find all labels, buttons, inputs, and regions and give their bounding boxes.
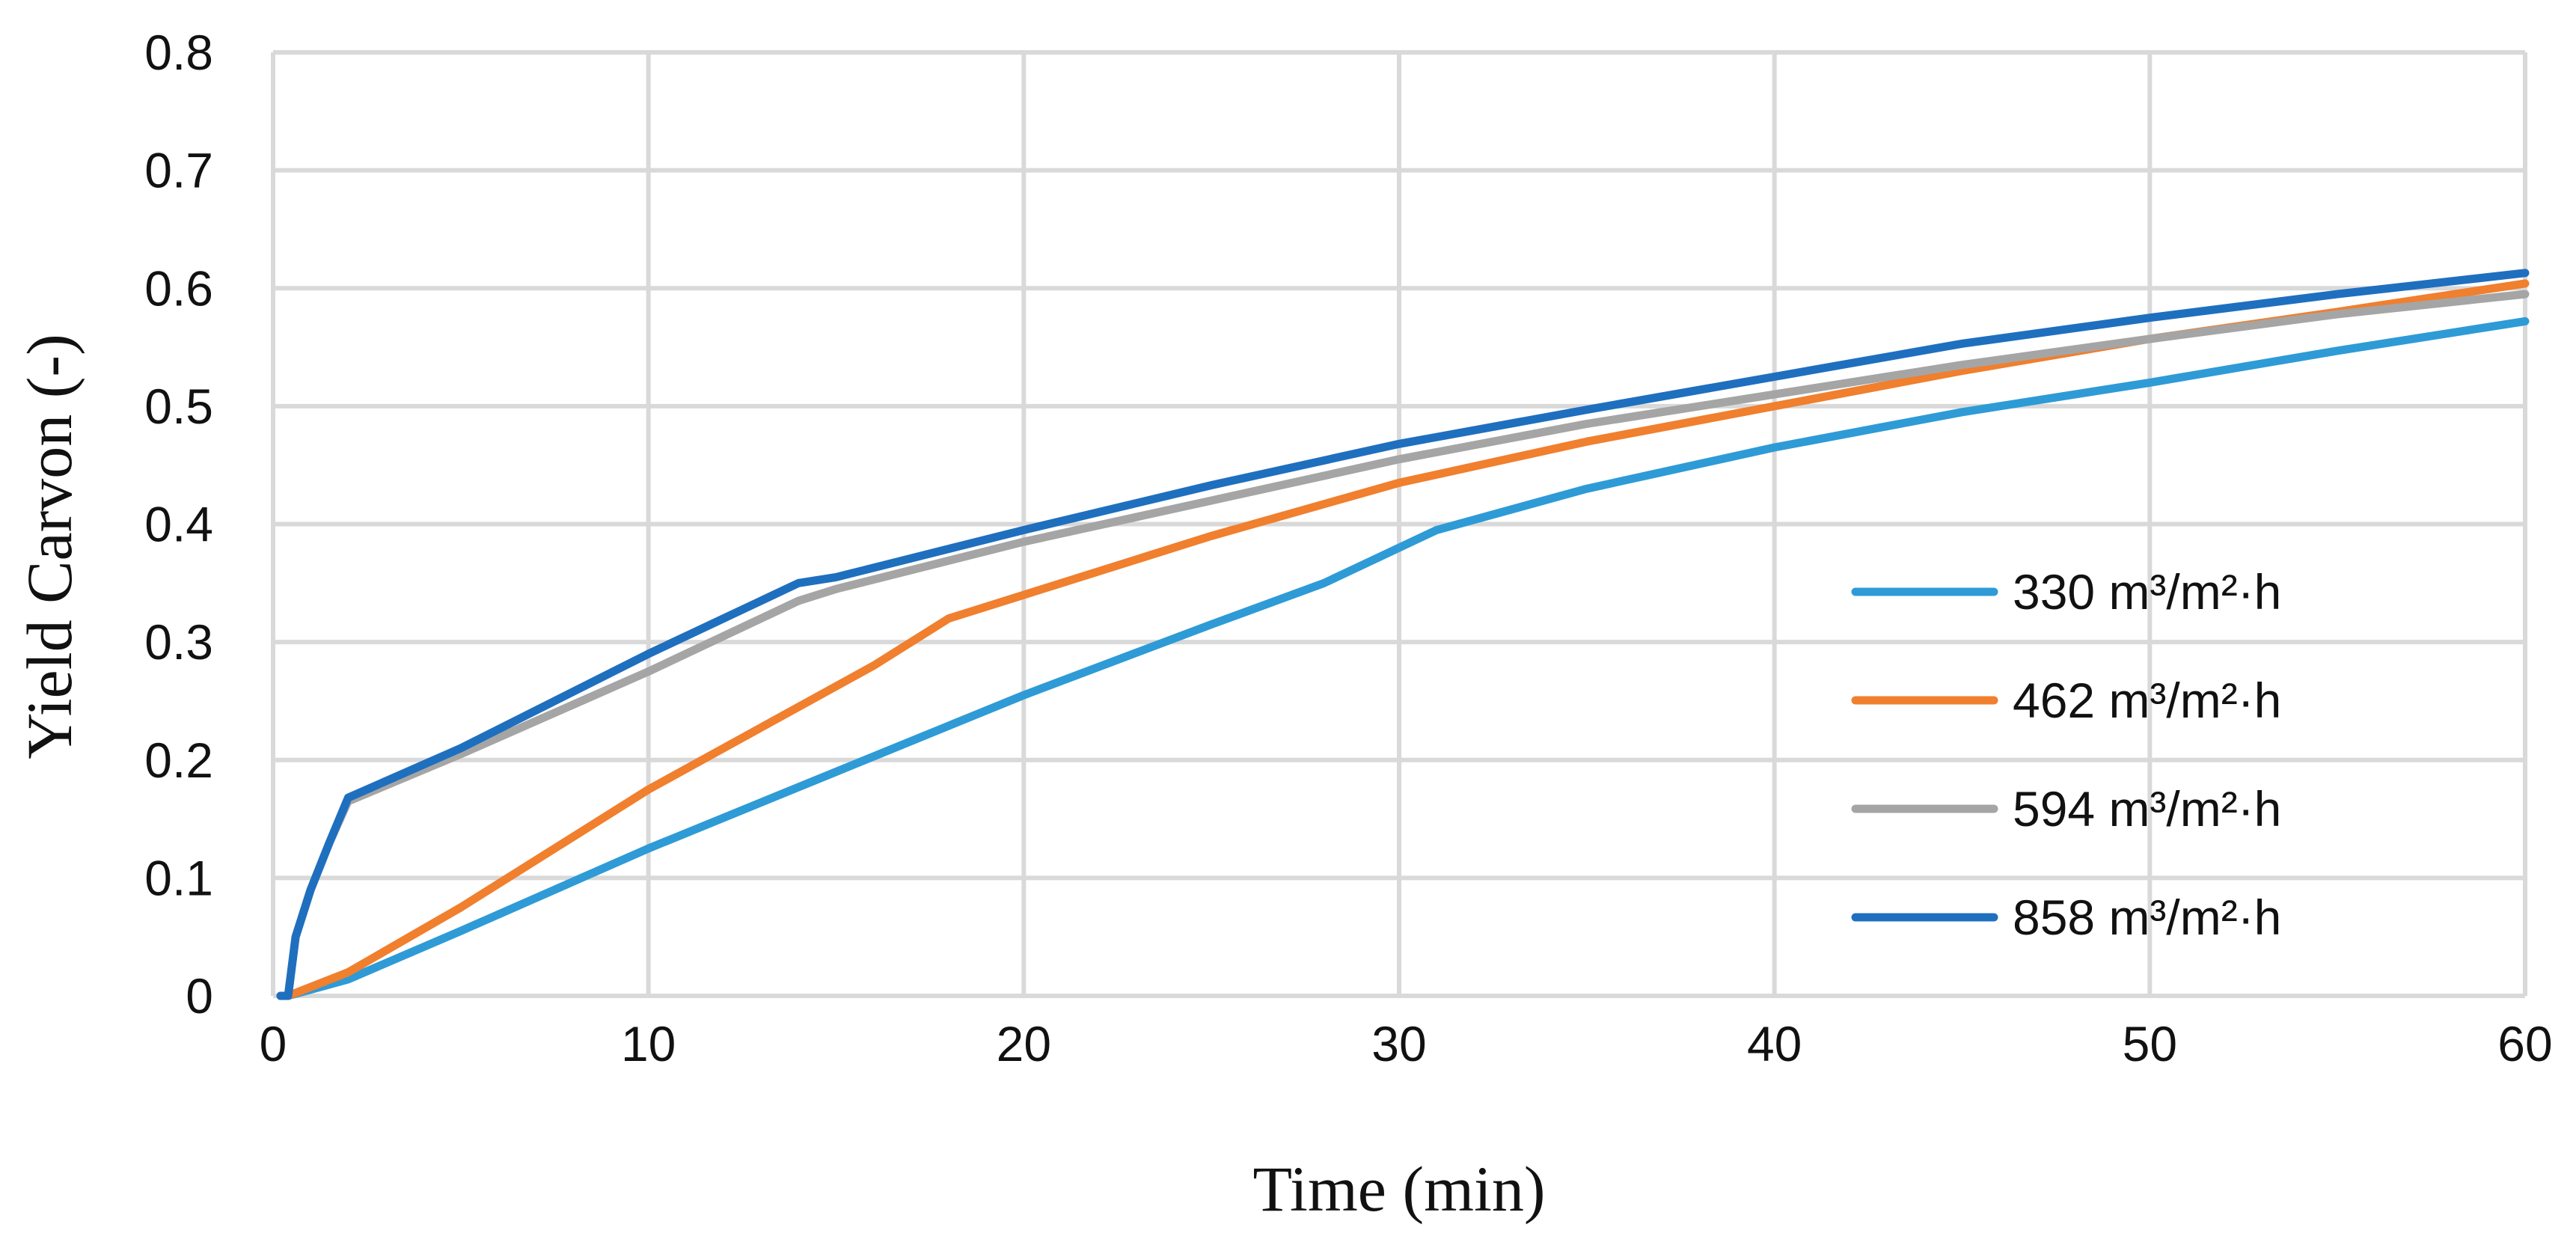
- x-tick-label: 50: [2123, 1016, 2177, 1071]
- y-tick-label: 0.7: [144, 143, 213, 198]
- y-tick-label: 0.6: [144, 260, 213, 316]
- y-tick-label: 0.5: [144, 379, 213, 434]
- x-tick-label: 10: [621, 1016, 676, 1071]
- series-line-330: [276, 316, 2530, 1000]
- x-tick-label: 0: [260, 1016, 287, 1071]
- x-tick-label: 30: [1371, 1016, 1426, 1071]
- y-tick-label: 0: [186, 968, 213, 1024]
- legend-label-462: 462 m³/m²·h: [2013, 673, 2281, 728]
- x-tick-label: 40: [1747, 1016, 1802, 1071]
- y-tick-label: 0.2: [144, 732, 213, 788]
- y-tick-label: 0.1: [144, 850, 213, 905]
- legend-label-330: 330 m³/m²·h: [2013, 564, 2281, 620]
- y-tick-label: 0.4: [144, 497, 213, 552]
- legend: 330 m³/m²·h 462 m³/m²·h 594 m³/m²·h 858 m³/…: [1851, 564, 2281, 945]
- y-axis-ticks: 0 0.1 0.2 0.3 0.4 0.5 0.6 0.7 0.8: [144, 25, 213, 1024]
- x-axis-ticks: 0 10 20 30 40 50 60: [260, 1016, 2553, 1071]
- gridlines: [271, 50, 2527, 998]
- series-lines: [276, 269, 2530, 1000]
- y-axis-title: Yield Carvon (-): [13, 334, 85, 759]
- series-line-858: [276, 269, 2530, 1000]
- y-tick-label: 0.3: [144, 614, 213, 670]
- x-axis-title: Time (min): [1252, 1153, 1545, 1225]
- y-tick-label: 0.8: [144, 25, 213, 80]
- legend-label-594: 594 m³/m²·h: [2013, 781, 2281, 836]
- legend-label-858: 858 m³/m²·h: [2013, 890, 2281, 945]
- x-tick-label: 60: [2497, 1016, 2552, 1071]
- x-tick-label: 20: [997, 1016, 1051, 1071]
